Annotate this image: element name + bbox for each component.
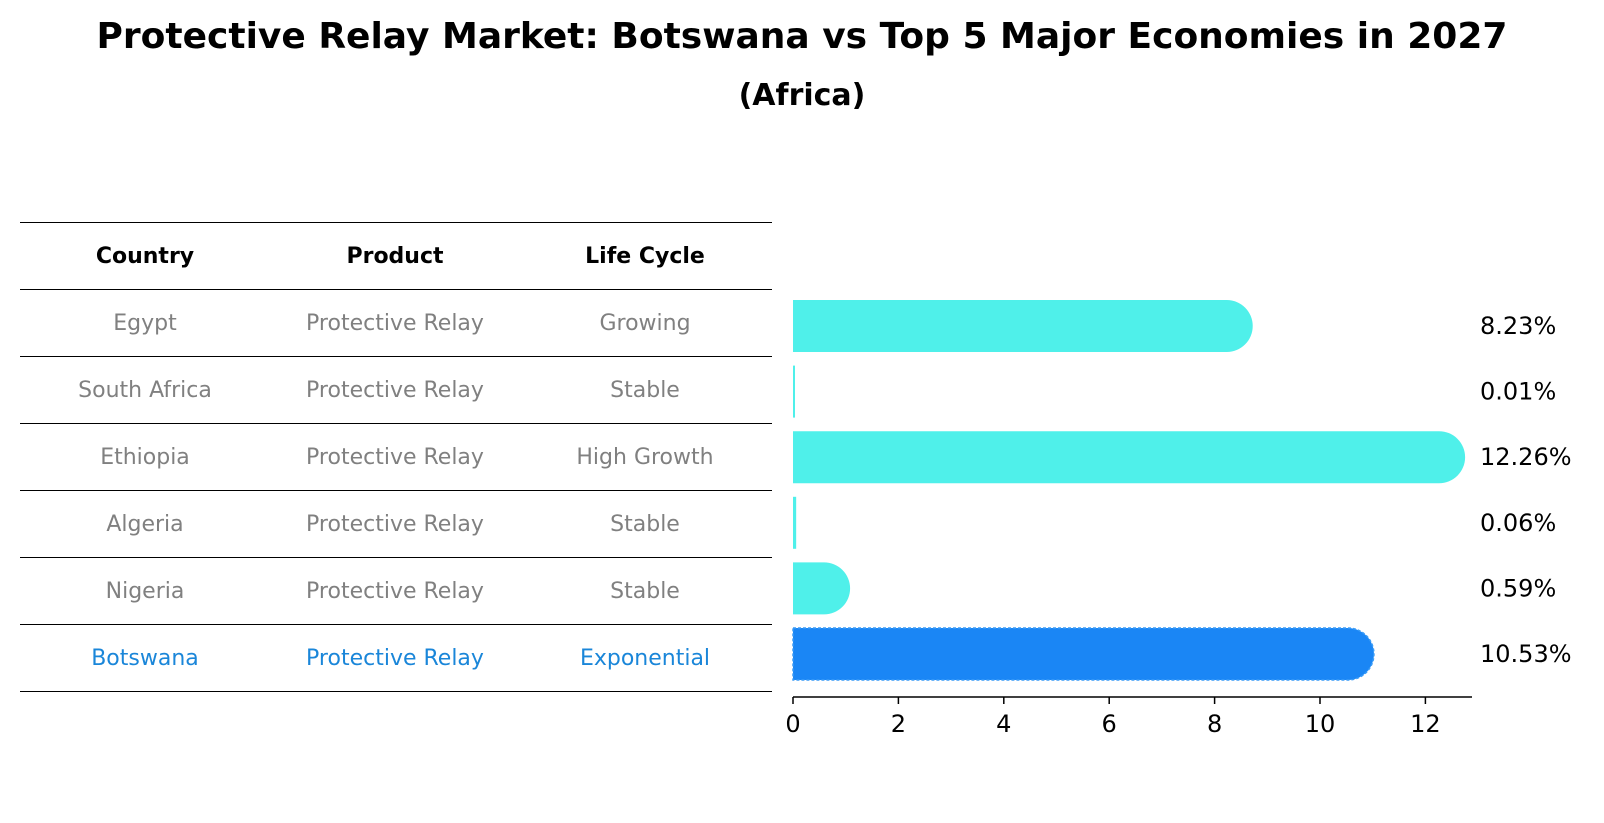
table-cell-product: Protective Relay	[306, 511, 484, 537]
table-cell-product: Protective Relay	[306, 444, 484, 470]
table-cell-life-cycle: Stable	[610, 578, 680, 604]
table-row: Ethiopia Protective Relay High Growth	[20, 424, 772, 491]
table-cell-product: Protective Relay	[306, 377, 484, 403]
table-cell-country: Algeria	[106, 511, 184, 537]
bar-ethiopia	[793, 431, 1466, 484]
x-tick-label: 4	[996, 710, 1011, 738]
data-label: 8.23%	[1480, 312, 1556, 340]
table-cell-life-cycle: Growing	[599, 310, 691, 336]
bar-south-africa	[793, 365, 795, 418]
table-header-life-cycle: Life Cycle	[585, 243, 705, 269]
x-tick-label: 10	[1305, 710, 1336, 738]
table-cell-country: Botswana	[91, 645, 199, 671]
table-row: South Africa Protective Relay Stable	[20, 357, 772, 424]
x-tick-label: 2	[891, 710, 906, 738]
table-row: Algeria Protective Relay Stable	[20, 491, 772, 558]
x-tick-label: 0	[785, 710, 800, 738]
table-cell-country: South Africa	[78, 377, 212, 403]
table-row: Egypt Protective Relay Growing	[20, 290, 772, 357]
table-cell-country: Egypt	[113, 310, 177, 336]
table-header-row: Country Product Life Cycle	[20, 222, 772, 290]
bar-botswana	[792, 627, 1375, 681]
data-label: 0.01%	[1480, 378, 1556, 406]
data-label: 12.26%	[1480, 443, 1572, 471]
bar-egypt	[793, 300, 1253, 352]
table-header-product: Product	[346, 243, 444, 269]
data-table: Country Product Life Cycle Egypt Protect…	[20, 222, 772, 692]
table-header-country: Country	[95, 243, 195, 269]
table-cell-country: Nigeria	[105, 578, 185, 604]
table-cell-product: Protective Relay	[306, 310, 484, 336]
data-label: 0.59%	[1480, 574, 1556, 602]
x-tick-label: 12	[1410, 710, 1441, 738]
chart-title: Protective Relay Market: Botswana vs Top…	[96, 16, 1508, 57]
table-row: Nigeria Protective Relay Stable	[20, 558, 772, 625]
table-cell-life-cycle: Exponential	[579, 645, 711, 671]
x-tick-label: 8	[1207, 710, 1222, 738]
x-tick-label: 6	[1102, 710, 1117, 738]
bar-nigeria	[793, 562, 851, 615]
table-cell-product: Protective Relay	[306, 645, 484, 671]
bar-algeria	[793, 496, 797, 549]
chart-subtitle: (Africa)	[738, 78, 866, 113]
table-cell-product: Protective Relay	[306, 578, 484, 604]
data-label: 0.06%	[1480, 509, 1556, 537]
table-cell-life-cycle: Stable	[610, 511, 680, 537]
table-cell-life-cycle: High Growth	[576, 444, 714, 470]
table-cell-country: Ethiopia	[100, 444, 190, 470]
table-cell-life-cycle: Stable	[610, 377, 680, 403]
data-label: 10.53%	[1480, 640, 1572, 668]
table-row-highlight: Botswana Protective Relay Exponential	[20, 625, 772, 692]
